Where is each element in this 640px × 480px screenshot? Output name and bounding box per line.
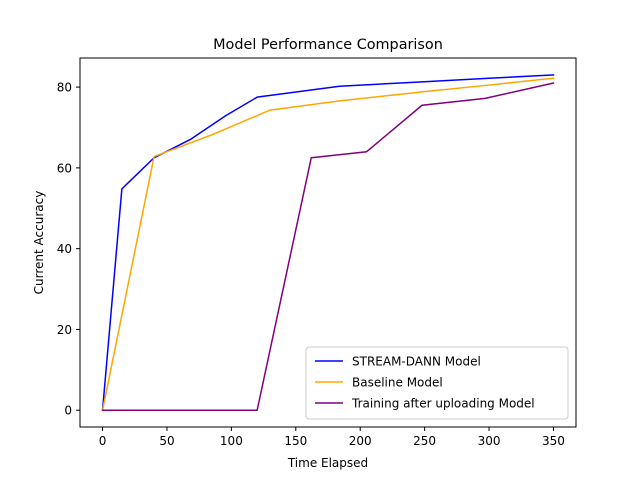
y-axis-label: Current Accuracy — [32, 191, 46, 295]
y-tick-label: 40 — [57, 242, 72, 256]
x-tick-label: 300 — [478, 434, 501, 448]
x-tick-label: 350 — [542, 434, 565, 448]
legend-label: Baseline Model — [352, 376, 443, 390]
legend-label: STREAM-DANN Model — [352, 355, 481, 369]
y-axis-ticks: 0 20 40 60 80 — [57, 81, 80, 418]
chart-title: Model Performance Comparison — [213, 37, 443, 53]
y-tick-label: 20 — [57, 323, 72, 337]
y-tick-label: 0 — [64, 404, 72, 418]
x-axis-ticks: 0 50 100 150 200 250 300 350 — [99, 427, 565, 448]
x-tick-label: 100 — [220, 434, 243, 448]
plot-area — [101, 74, 555, 412]
x-tick-label: 200 — [349, 434, 372, 448]
x-tick-label: 250 — [413, 434, 436, 448]
y-tick-label: 60 — [57, 161, 72, 175]
x-tick-label: 0 — [99, 434, 107, 448]
series-line-2 — [101, 77, 555, 412]
y-tick-label: 80 — [57, 81, 72, 95]
x-tick-label: 50 — [159, 434, 174, 448]
legend-label: Training after uploading Model — [351, 397, 535, 411]
axes-frame — [79, 57, 577, 428]
series-line-1 — [101, 74, 555, 412]
legend-box — [305, 346, 569, 420]
x-tick-label: 150 — [284, 434, 307, 448]
series-line-3 — [101, 82, 555, 411]
legend: STREAM-DANN Model Baseline Model Training … — [305, 346, 569, 420]
x-axis-label: Time Elapsed — [287, 456, 368, 470]
